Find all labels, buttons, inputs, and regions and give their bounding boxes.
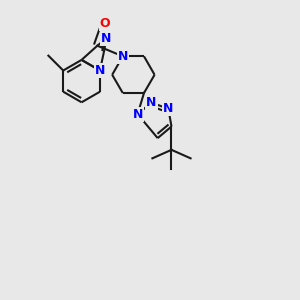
Text: N: N [146, 96, 157, 109]
Text: N: N [163, 102, 173, 115]
Text: N: N [118, 50, 128, 63]
Text: N: N [132, 108, 143, 121]
Text: O: O [100, 17, 110, 30]
Text: N: N [95, 64, 105, 77]
Text: N: N [101, 32, 111, 45]
